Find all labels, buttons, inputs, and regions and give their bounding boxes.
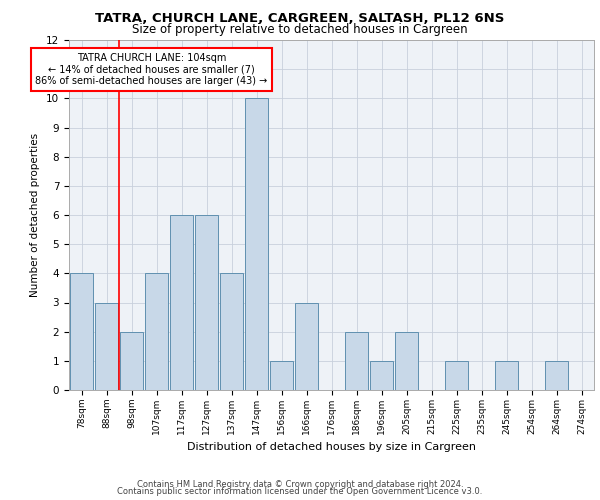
Bar [145, 274, 169, 390]
Bar [344, 332, 368, 390]
Bar [445, 361, 469, 390]
Y-axis label: Number of detached properties: Number of detached properties [31, 133, 40, 297]
Bar [95, 302, 118, 390]
Text: TATRA CHURCH LANE: 104sqm
← 14% of detached houses are smaller (7)
86% of semi-d: TATRA CHURCH LANE: 104sqm ← 14% of detac… [35, 53, 268, 86]
Bar [194, 215, 218, 390]
Text: Size of property relative to detached houses in Cargreen: Size of property relative to detached ho… [132, 22, 468, 36]
Bar [70, 274, 94, 390]
Bar [545, 361, 568, 390]
Bar [245, 98, 268, 390]
Text: Contains HM Land Registry data © Crown copyright and database right 2024.: Contains HM Land Registry data © Crown c… [137, 480, 463, 489]
Bar [220, 274, 244, 390]
Bar [269, 361, 293, 390]
Text: TATRA, CHURCH LANE, CARGREEN, SALTASH, PL12 6NS: TATRA, CHURCH LANE, CARGREEN, SALTASH, P… [95, 12, 505, 26]
Text: Contains public sector information licensed under the Open Government Licence v3: Contains public sector information licen… [118, 488, 482, 496]
Bar [295, 302, 319, 390]
Bar [395, 332, 418, 390]
Bar [370, 361, 394, 390]
Bar [170, 215, 193, 390]
Bar [494, 361, 518, 390]
X-axis label: Distribution of detached houses by size in Cargreen: Distribution of detached houses by size … [187, 442, 476, 452]
Bar [119, 332, 143, 390]
